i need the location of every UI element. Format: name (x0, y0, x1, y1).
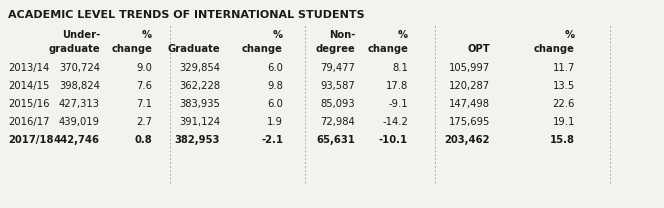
Text: 2014/15: 2014/15 (8, 81, 49, 91)
Text: 19.1: 19.1 (552, 117, 575, 127)
Text: 439,019: 439,019 (59, 117, 100, 127)
Text: %: % (273, 30, 283, 40)
Text: 6.0: 6.0 (267, 63, 283, 73)
Text: 65,631: 65,631 (316, 135, 355, 145)
Text: change: change (534, 44, 575, 54)
Text: Non-: Non- (329, 30, 355, 40)
Text: 0.8: 0.8 (134, 135, 152, 145)
Text: 17.8: 17.8 (386, 81, 408, 91)
Text: Graduate: Graduate (167, 44, 220, 54)
Text: 362,228: 362,228 (179, 81, 220, 91)
Text: 2.7: 2.7 (136, 117, 152, 127)
Text: change: change (242, 44, 283, 54)
Text: 9.0: 9.0 (136, 63, 152, 73)
Text: degree: degree (315, 44, 355, 54)
Text: 383,935: 383,935 (179, 99, 220, 109)
Text: 2017/18: 2017/18 (8, 135, 54, 145)
Text: change: change (111, 44, 152, 54)
Text: 370,724: 370,724 (59, 63, 100, 73)
Text: 85,093: 85,093 (320, 99, 355, 109)
Text: 93,587: 93,587 (320, 81, 355, 91)
Text: -2.1: -2.1 (261, 135, 283, 145)
Text: %: % (565, 30, 575, 40)
Text: OPT: OPT (467, 44, 490, 54)
Text: 427,313: 427,313 (59, 99, 100, 109)
Text: 8.1: 8.1 (392, 63, 408, 73)
Text: change: change (367, 44, 408, 54)
Text: 329,854: 329,854 (179, 63, 220, 73)
Text: 105,997: 105,997 (449, 63, 490, 73)
Text: 147,498: 147,498 (449, 99, 490, 109)
Text: %: % (142, 30, 152, 40)
Text: 2016/17: 2016/17 (8, 117, 50, 127)
Text: 391,124: 391,124 (179, 117, 220, 127)
Text: -10.1: -10.1 (379, 135, 408, 145)
Text: %: % (398, 30, 408, 40)
Text: 442,746: 442,746 (54, 135, 100, 145)
Text: 398,824: 398,824 (59, 81, 100, 91)
Text: 79,477: 79,477 (320, 63, 355, 73)
Text: 2015/16: 2015/16 (8, 99, 50, 109)
Text: 1.9: 1.9 (267, 117, 283, 127)
Text: 6.0: 6.0 (267, 99, 283, 109)
Text: ACADEMIC LEVEL TRENDS OF INTERNATIONAL STUDENTS: ACADEMIC LEVEL TRENDS OF INTERNATIONAL S… (8, 10, 365, 20)
Text: 9.8: 9.8 (267, 81, 283, 91)
Text: 15.8: 15.8 (550, 135, 575, 145)
Text: -14.2: -14.2 (382, 117, 408, 127)
Text: 120,287: 120,287 (449, 81, 490, 91)
Text: 7.1: 7.1 (136, 99, 152, 109)
Text: 203,462: 203,462 (444, 135, 490, 145)
Text: 2013/14: 2013/14 (8, 63, 49, 73)
Text: -9.1: -9.1 (388, 99, 408, 109)
Text: 13.5: 13.5 (552, 81, 575, 91)
Text: 11.7: 11.7 (552, 63, 575, 73)
Text: 175,695: 175,695 (449, 117, 490, 127)
Text: 382,953: 382,953 (175, 135, 220, 145)
Text: 7.6: 7.6 (136, 81, 152, 91)
Text: 72,984: 72,984 (320, 117, 355, 127)
Text: Under-: Under- (62, 30, 100, 40)
Text: 22.6: 22.6 (552, 99, 575, 109)
Text: graduate: graduate (48, 44, 100, 54)
